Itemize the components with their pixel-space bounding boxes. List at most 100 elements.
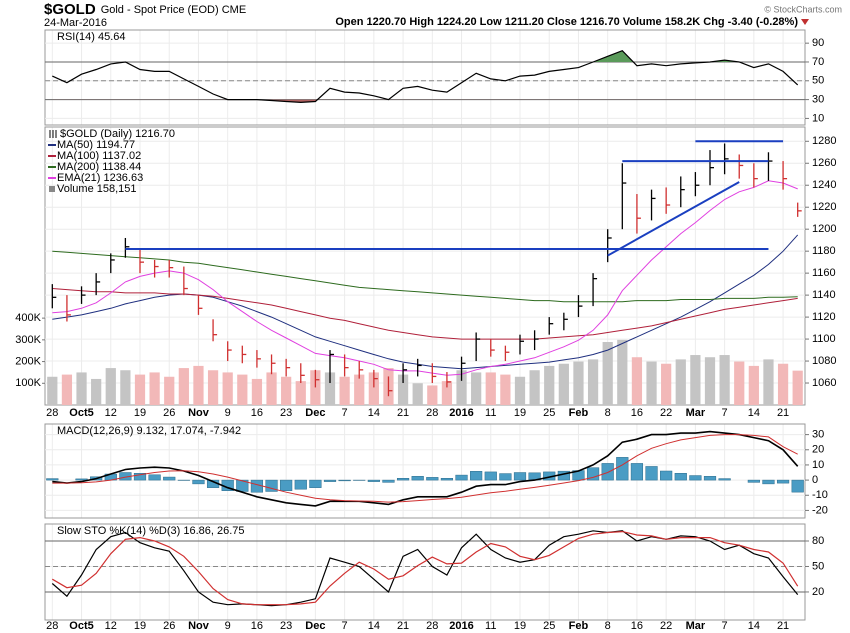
x-tick-label: Oct5 — [69, 620, 93, 632]
panel-frame — [44, 523, 806, 621]
volume-bar — [631, 357, 643, 405]
moving-average — [52, 288, 798, 340]
x-tick-label: 9 — [225, 407, 231, 419]
volume-bar — [456, 370, 467, 405]
volume-bar — [47, 376, 58, 405]
x-tick-label: 25 — [543, 407, 555, 419]
x-tick-label: 19 — [514, 407, 526, 419]
copyright: © StockCharts.com — [764, 4, 842, 14]
x-tick-label: 19 — [134, 620, 146, 632]
volume-bar — [690, 355, 701, 405]
y-tick-label: 1140 — [812, 289, 836, 301]
x-tick-label: 12 — [105, 620, 117, 632]
y-tick-label: 70 — [812, 56, 824, 68]
volume-bar — [661, 363, 672, 405]
panel-frame — [44, 126, 806, 406]
volume-bar — [134, 374, 146, 405]
x-tick-label: 8 — [605, 620, 611, 632]
y-tick-label: 0 — [812, 474, 818, 486]
panel-title: $GOLD (Daily) 1216.70 — [60, 128, 175, 140]
volume-bar — [441, 381, 453, 405]
x-tick-label: 23 — [280, 620, 292, 632]
x-tick-label: 2016 — [449, 620, 473, 632]
volume-bar — [281, 376, 292, 405]
histogram-bar — [660, 470, 673, 481]
x-tick-label: 21 — [397, 407, 409, 419]
volume-bar — [558, 363, 569, 405]
histogram-bar — [192, 479, 205, 485]
x-tick-label: 22 — [660, 407, 672, 419]
legend-label: MA(50) 1194.77 — [57, 139, 135, 151]
x-tick-label: 14 — [748, 620, 760, 632]
volume-bar — [193, 365, 204, 405]
histogram-bar — [46, 478, 59, 481]
volume-bar — [397, 374, 409, 405]
histogram-bar — [630, 463, 644, 481]
x-tick-label: 12 — [105, 407, 117, 419]
histogram-bar — [776, 479, 790, 484]
volume-bar — [354, 374, 365, 405]
histogram-bar — [367, 479, 380, 482]
x-tick-label: 7 — [722, 407, 728, 419]
histogram-bar — [703, 476, 717, 481]
x-tick-label: Nov — [188, 620, 210, 632]
volume-bar — [120, 370, 131, 405]
volume-bar — [295, 381, 306, 405]
panel-title: RSI(14) 45.64 — [57, 31, 125, 43]
volume-bar — [324, 372, 336, 405]
down-arrow — [801, 19, 809, 25]
volume-bar — [368, 372, 379, 405]
y2-tick-label: 300K — [15, 334, 41, 346]
volume-bar — [529, 370, 540, 405]
x-tick-label: 23 — [280, 407, 292, 419]
volume-bar — [646, 361, 657, 405]
y-tick-label: 1060 — [812, 377, 836, 389]
panel-frame — [44, 29, 806, 126]
indicator-line — [52, 49, 799, 104]
volume-bar — [61, 374, 73, 405]
indicator-line — [51, 530, 799, 607]
histogram-bar — [133, 473, 147, 481]
y2-tick-label: 200K — [15, 355, 41, 367]
y-tick-label: 90 — [812, 37, 824, 49]
y-tick-label: 1200 — [812, 223, 836, 235]
volume-bar — [763, 359, 774, 405]
panel-frame — [44, 423, 806, 519]
volume-bar — [514, 376, 526, 405]
moving-average — [52, 180, 798, 376]
volume-bar — [310, 370, 321, 405]
volume-bar — [412, 383, 423, 405]
y-tick-label: 20 — [812, 586, 824, 598]
histogram-bar — [265, 479, 278, 492]
x-tick-label: 7 — [342, 407, 348, 419]
histogram-bar — [455, 474, 468, 481]
y-tick-label: 1160 — [812, 267, 836, 279]
x-tick-label: 25 — [543, 620, 555, 632]
y2-tick-label: 100K — [15, 377, 41, 389]
volume-bar — [704, 357, 716, 405]
histogram-bar — [616, 457, 629, 481]
x-tick-label: 2016 — [449, 407, 473, 419]
volume-bar — [719, 355, 730, 405]
volume-bar — [164, 376, 175, 405]
histogram-bar — [294, 479, 307, 490]
volume-bar — [237, 374, 248, 405]
oversold-fill — [52, 99, 798, 103]
indicator-line — [51, 530, 799, 606]
volume-bar — [734, 361, 745, 405]
legend-label: MA(200) 1138.44 — [57, 161, 141, 173]
x-tick-label: Nov — [188, 407, 210, 419]
y2-tick-label: 400K — [15, 312, 41, 324]
histogram-bar — [513, 472, 527, 481]
x-tick-label: 26 — [163, 407, 175, 419]
panel-title: MACD(12,26,9) 9.132, 17.074, -7.942 — [57, 425, 241, 437]
x-tick-label: 14 — [748, 407, 760, 419]
volume-bar — [427, 385, 438, 405]
instrument-name: Gold - Spot Price (EOD) CME — [101, 4, 246, 16]
x-tick-label: 28 — [46, 620, 58, 632]
histogram-bar — [601, 463, 614, 481]
histogram-bar — [396, 478, 410, 481]
histogram-bar — [323, 479, 337, 482]
volume-bar — [91, 378, 102, 405]
trendline — [607, 181, 740, 257]
